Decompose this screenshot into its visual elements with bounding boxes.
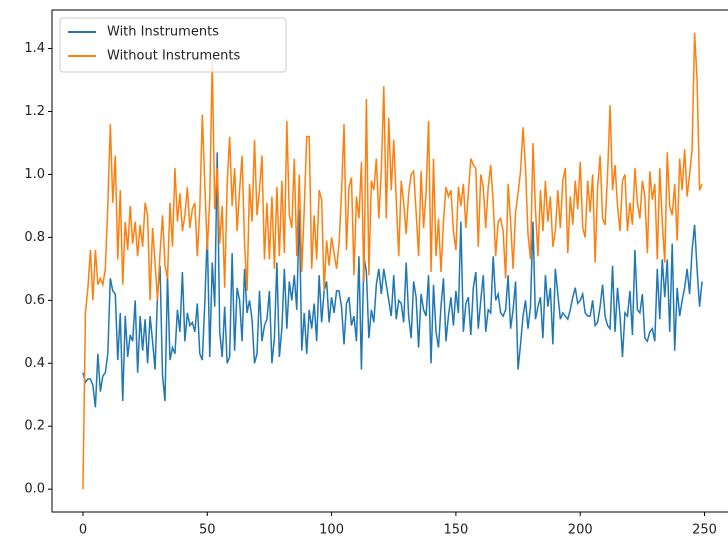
x-tick-label: 100 bbox=[319, 523, 344, 538]
legend-label: With Instruments bbox=[107, 25, 219, 40]
legend-box bbox=[59, 17, 287, 73]
y-tick-label: 1.2 bbox=[24, 104, 45, 119]
x-tick-label: 0 bbox=[79, 523, 87, 538]
plot-frame bbox=[51, 9, 728, 513]
x-tick-label: 200 bbox=[568, 523, 593, 538]
x-tick-label: 250 bbox=[692, 523, 717, 538]
y-tick-label: 0.2 bbox=[24, 419, 45, 434]
series-line bbox=[82, 32, 703, 490]
x-tick-label: 50 bbox=[199, 523, 216, 538]
y-tick-label: 0.6 bbox=[24, 293, 45, 308]
y-tick-label: 1.0 bbox=[24, 167, 45, 182]
legend-label: Without Instruments bbox=[107, 49, 240, 64]
y-tick-label: 1.4 bbox=[24, 41, 45, 56]
y-tick-label: 0.0 bbox=[24, 482, 45, 497]
x-tick-label: 150 bbox=[443, 523, 468, 538]
y-tick-label: 0.8 bbox=[24, 230, 45, 245]
y-tick-label: 0.4 bbox=[24, 356, 45, 371]
series-line bbox=[82, 152, 703, 408]
